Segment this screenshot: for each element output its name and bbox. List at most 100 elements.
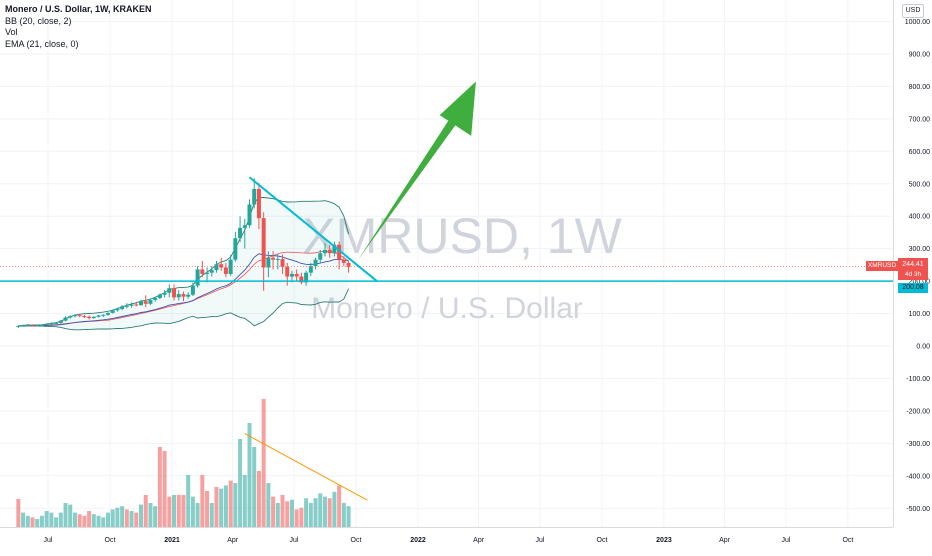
- candle-body: [209, 270, 214, 273]
- candle-body: [337, 244, 342, 260]
- x-tick-label: Oct: [351, 537, 362, 544]
- candle-body: [82, 316, 87, 318]
- volume-bar: [200, 475, 205, 527]
- volume-bar: [247, 423, 252, 527]
- candle-body: [238, 227, 243, 239]
- watermark-name: Monero / U.S. Dollar: [311, 292, 583, 325]
- drawings[interactable]: [0, 81, 893, 501]
- volume-bar: [294, 509, 299, 527]
- x-tick-label: Apr: [719, 537, 731, 544]
- candle-body: [280, 259, 285, 267]
- last-price-value: 244.41: [902, 261, 924, 268]
- candle-body: [87, 316, 92, 319]
- volume-bar: [214, 487, 219, 527]
- x-tick-label: Jul: [781, 537, 790, 544]
- legend-ema[interactable]: EMA (21, close, 0): [5, 38, 79, 49]
- volume-bar: [54, 517, 59, 527]
- bullish-arrow: [358, 81, 476, 260]
- candle-body: [25, 325, 30, 327]
- watermark-symbol: XMRUSD, 1W: [302, 208, 622, 264]
- candle-body: [327, 249, 332, 254]
- x-tick-label: 2021: [164, 537, 180, 544]
- candle-body: [148, 299, 153, 304]
- volume-trendline: [244, 433, 368, 501]
- candle-body: [77, 315, 82, 317]
- volume-bar: [275, 503, 280, 527]
- volume-bar: [190, 496, 195, 527]
- candle-body: [115, 309, 120, 311]
- volume-bars: [16, 399, 351, 527]
- price-axis-ticks: 1000.00 900.00 800.00 700.00 600.00 500.00 400…: [905, 19, 931, 513]
- volume-bar: [167, 496, 172, 527]
- volume-bar: [120, 506, 125, 527]
- candle-body: [110, 310, 115, 313]
- volume-bar: [44, 511, 49, 527]
- candle-body: [200, 269, 205, 274]
- volume-bar: [21, 512, 26, 527]
- x-tick-label: 2022: [410, 537, 426, 544]
- legend-vol[interactable]: Vol: [5, 27, 18, 37]
- volume-bar: [96, 515, 101, 527]
- volume-bar: [148, 503, 153, 527]
- candle-body: [261, 218, 266, 268]
- last-price-box: 244.41 4d 3h: [898, 258, 928, 280]
- y-tick-label: -400.00: [906, 473, 930, 480]
- y-tick-label: 200.00: [909, 279, 931, 286]
- candle-body: [195, 269, 200, 286]
- candle-body: [190, 285, 195, 295]
- candle-body: [143, 301, 148, 304]
- volume-bar: [153, 506, 158, 527]
- last-price-tag: XMRUSD 244.41 4d 3h: [866, 258, 928, 283]
- y-tick-label: 500.00: [909, 181, 931, 188]
- last-price-symbol: XMRUSD: [866, 261, 898, 271]
- time-axis-ticks: Jul Oct 2021 Apr Jul Oct 2022 Apr Jul Oct 2023 Apr J…: [44, 537, 854, 544]
- time-axis[interactable]: Jul Oct 2021 Apr Jul Oct 2022 Apr Jul Oct 2023 Apr J…: [0, 527, 893, 551]
- volume-bar: [39, 515, 44, 527]
- volume-bar: [228, 480, 233, 527]
- volume-bar: [30, 517, 35, 527]
- candle-body: [134, 304, 139, 306]
- candle-body: [205, 272, 210, 274]
- volume-bar: [25, 515, 30, 527]
- candle-body: [219, 264, 224, 268]
- legend-title[interactable]: Monero / U.S. Dollar, 1W, KRAKEN: [5, 4, 152, 14]
- volume-bar: [285, 501, 290, 527]
- bollinger-band-fill: [18, 197, 349, 330]
- price-chart[interactable]: XMRUSD, 1W Monero / U.S. Dollar: [0, 0, 893, 527]
- support-price-tag: 200.08: [898, 283, 928, 293]
- candle-body: [105, 312, 110, 315]
- volume-bar: [223, 485, 228, 527]
- volume-bar: [139, 504, 143, 527]
- x-tick-label: Jul: [535, 537, 544, 544]
- volume-bar: [91, 514, 96, 527]
- candle-body: [172, 288, 177, 298]
- y-tick-label: 700.00: [909, 116, 931, 123]
- currency-button[interactable]: USD: [902, 4, 924, 18]
- chart-legend: Monero / U.S. Dollar, 1W, KRAKEN BB (20,…: [5, 4, 152, 50]
- volume-bar: [110, 509, 115, 527]
- volume-bar: [63, 503, 68, 527]
- volume-bar: [181, 495, 186, 527]
- candle-body: [68, 316, 73, 318]
- y-tick-label: 300.00: [909, 246, 931, 253]
- volume-bar: [266, 483, 271, 527]
- candle-body: [285, 266, 290, 277]
- volume-bar: [308, 503, 313, 527]
- candle-body: [247, 204, 252, 226]
- y-tick-label: -300.00: [906, 441, 930, 448]
- volume-bar: [271, 496, 276, 527]
- volume-bar: [209, 503, 214, 527]
- volume-bar: [318, 493, 323, 527]
- volume-bar: [332, 491, 337, 527]
- volume-bar: [322, 496, 327, 527]
- candle-body: [58, 320, 63, 323]
- chart-area[interactable]: XMRUSD, 1W Monero / U.S. Dollar Monero /…: [0, 0, 893, 527]
- candle-body: [318, 253, 323, 260]
- volume-bar: [337, 485, 342, 527]
- legend-bb[interactable]: BB (20, close, 2): [5, 15, 72, 26]
- ema-line: [18, 253, 349, 327]
- y-tick-label: 0.00: [916, 344, 930, 351]
- volume-bar: [313, 498, 318, 527]
- volume-bar: [16, 499, 21, 527]
- volume-bar: [299, 507, 304, 527]
